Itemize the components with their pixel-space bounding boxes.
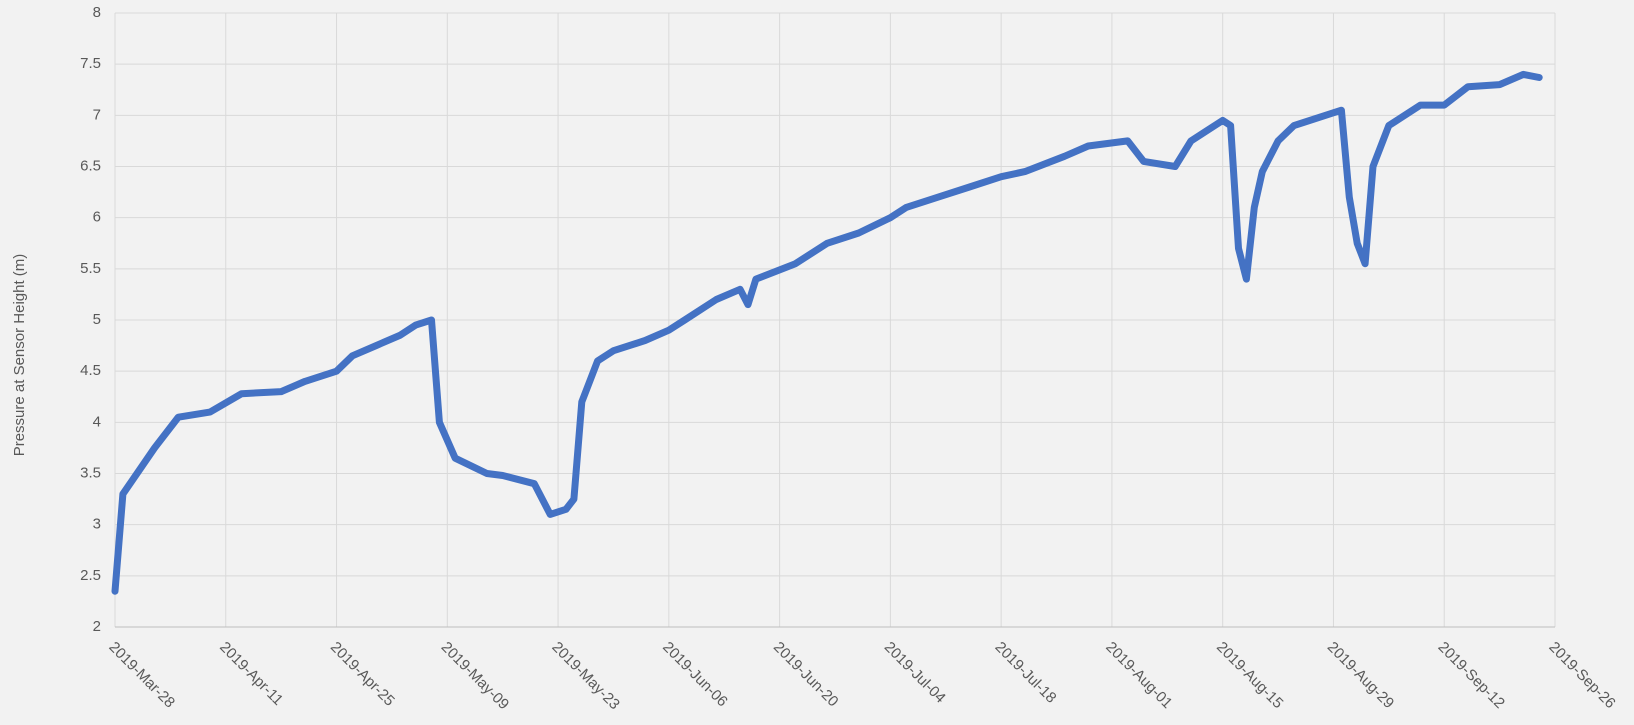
x-tick-label: 2019-Jun-20 (770, 639, 842, 711)
y-tick-label: 4 (93, 413, 101, 430)
x-tick-label: 2019-Jul-04 (881, 639, 949, 707)
y-tick-label: 2 (93, 618, 101, 635)
y-tick-label: 5 (93, 311, 101, 328)
x-tick-label: 2019-Aug-29 (1324, 639, 1397, 712)
x-tick-label: 2019-Jun-06 (659, 639, 731, 711)
y-axis-label: Pressure at Sensor Height (m) (11, 254, 28, 457)
x-tick-label: 2019-Aug-15 (1213, 639, 1286, 712)
x-tick-label: 2019-May-09 (438, 639, 513, 714)
x-tick-label: 2019-May-23 (548, 639, 623, 714)
y-tick-label: 6.5 (80, 157, 101, 174)
x-tick-label: 2019-Sep-12 (1435, 639, 1508, 712)
x-tick-label: 2019-Jul-18 (992, 639, 1060, 707)
data-line (111, 70, 1543, 595)
x-tick-label: 2019-Mar-28 (105, 639, 178, 712)
x-tick-label: 2019-Apr-25 (327, 639, 398, 710)
x-tick-label: 2019-Sep-26 (1545, 639, 1618, 712)
y-tick-label: 3.5 (80, 464, 101, 481)
y-tick-label: 4.5 (80, 362, 101, 379)
y-tick-label: 3 (93, 516, 101, 533)
y-tick-label: 6 (93, 209, 101, 226)
x-tick-label: 2019-Aug-01 (1102, 639, 1175, 712)
y-tick-label: 5.5 (80, 260, 101, 277)
y-tick-label: 7.5 (80, 55, 101, 72)
x-tick-label: 2019-Apr-11 (216, 639, 286, 709)
y-tick-label: 2.5 (80, 567, 101, 584)
y-tick-label: 8 (93, 4, 101, 21)
y-tick-label: 7 (93, 106, 101, 123)
